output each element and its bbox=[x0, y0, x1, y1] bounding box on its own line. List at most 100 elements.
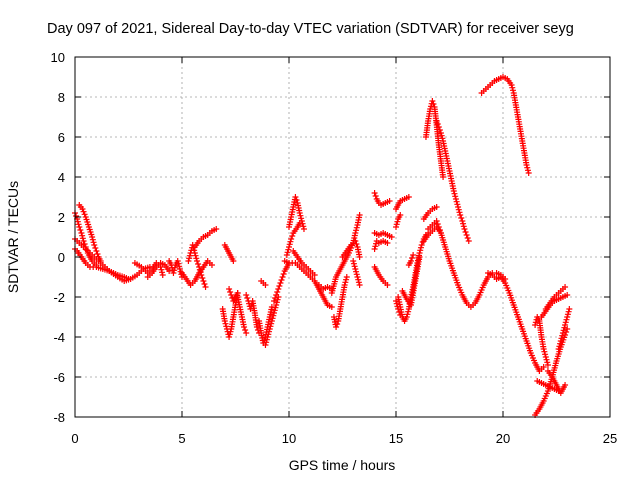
data-point bbox=[196, 264, 203, 270]
data-points bbox=[72, 74, 573, 418]
data-point-fill bbox=[436, 127, 443, 133]
data-point bbox=[277, 280, 284, 286]
y-tick-label: -8 bbox=[53, 410, 65, 425]
data-point-fill bbox=[451, 190, 458, 197]
data-point bbox=[386, 198, 393, 204]
data-point-fill bbox=[542, 351, 549, 358]
data-point bbox=[405, 194, 412, 200]
series-pass-24 bbox=[315, 282, 335, 292]
data-point-fill bbox=[263, 336, 270, 343]
x-axis-title: GPS time / hours bbox=[289, 457, 396, 473]
y-tick-label: 8 bbox=[58, 90, 65, 105]
data-point bbox=[562, 382, 569, 388]
data-point-fill bbox=[299, 220, 306, 227]
data-point bbox=[397, 312, 404, 318]
data-point bbox=[89, 234, 96, 240]
x-tick-label: 20 bbox=[496, 431, 510, 446]
y-tick-label: 0 bbox=[58, 250, 65, 265]
data-point bbox=[241, 324, 248, 330]
data-point-fill bbox=[242, 327, 249, 333]
data-point-fill bbox=[557, 340, 564, 347]
data-point bbox=[352, 238, 359, 244]
data-point bbox=[559, 330, 566, 336]
x-tick-label: 25 bbox=[603, 431, 617, 446]
data-point bbox=[333, 324, 340, 330]
data-point bbox=[354, 274, 361, 280]
data-point-fill bbox=[439, 135, 446, 142]
series-pass-14 bbox=[234, 294, 250, 336]
data-point-fill bbox=[74, 218, 81, 225]
y-axis-title: SDTVAR / TECUs bbox=[5, 181, 21, 293]
data-point-fill bbox=[524, 164, 531, 171]
data-point-fill bbox=[271, 307, 278, 314]
data-point-fill bbox=[298, 215, 305, 222]
data-point bbox=[268, 304, 275, 310]
data-point-fill bbox=[186, 252, 193, 259]
data-point-fill bbox=[286, 241, 293, 248]
x-tick-label: 5 bbox=[178, 431, 185, 446]
data-point bbox=[544, 362, 551, 368]
data-point bbox=[440, 174, 447, 180]
data-point bbox=[435, 124, 442, 130]
data-point bbox=[228, 292, 235, 298]
data-point bbox=[300, 226, 307, 232]
data-point-fill bbox=[226, 331, 233, 338]
x-tick-label: 15 bbox=[389, 431, 403, 446]
data-point bbox=[76, 224, 83, 230]
data-point-fill bbox=[276, 283, 283, 289]
data-point bbox=[79, 206, 86, 212]
series-pass-11 bbox=[221, 242, 237, 264]
data-point bbox=[356, 282, 363, 288]
data-point bbox=[208, 262, 215, 268]
data-point bbox=[166, 268, 173, 274]
data-point-fill bbox=[227, 328, 234, 335]
data-point-fill bbox=[272, 304, 279, 311]
data-point bbox=[221, 318, 228, 324]
data-point-fill bbox=[342, 279, 349, 286]
data-point-fill bbox=[90, 239, 97, 246]
data-point-fill bbox=[434, 221, 441, 227]
data-point-fill bbox=[559, 332, 566, 339]
data-point bbox=[557, 338, 564, 344]
data-point-fill bbox=[193, 255, 200, 262]
data-point-fill bbox=[265, 331, 272, 338]
plot-frame bbox=[74, 56, 611, 418]
data-point-fill bbox=[393, 300, 400, 307]
data-point-fill bbox=[223, 323, 230, 330]
data-point-fill bbox=[541, 348, 548, 355]
data-point-fill bbox=[280, 271, 287, 277]
data-point-fill bbox=[524, 167, 531, 174]
series-pass-37 bbox=[393, 298, 404, 318]
data-point bbox=[91, 242, 98, 248]
data-point bbox=[433, 218, 440, 224]
data-point bbox=[418, 242, 425, 248]
data-point-fill bbox=[289, 233, 296, 239]
data-point-fill bbox=[456, 209, 463, 216]
data-point bbox=[253, 324, 260, 330]
series-pass-03 bbox=[72, 246, 132, 282]
series-pass-02 bbox=[76, 202, 104, 264]
series-pass-36 bbox=[399, 254, 423, 308]
data-point-fill bbox=[532, 319, 539, 326]
data-point bbox=[283, 252, 290, 258]
series-pass-41 bbox=[420, 204, 440, 222]
y-tick-label: -4 bbox=[53, 330, 65, 345]
series-pass-25 bbox=[330, 274, 350, 330]
data-point bbox=[450, 188, 457, 194]
series-pass-39 bbox=[420, 224, 509, 310]
data-point bbox=[461, 226, 468, 232]
series-pass-29 bbox=[371, 190, 393, 208]
data-point bbox=[525, 170, 532, 176]
data-point bbox=[540, 346, 547, 352]
data-point-fill bbox=[278, 277, 285, 283]
data-point bbox=[433, 118, 440, 124]
axis-ticks: 0 5 10 15 20 25 -8 -6 -4 -2 0 2 4 6 8 10 bbox=[51, 50, 618, 446]
series-pass-33 bbox=[393, 194, 412, 212]
data-point-fill bbox=[544, 359, 551, 366]
data-point-fill bbox=[201, 281, 208, 287]
data-point bbox=[268, 318, 275, 324]
data-point bbox=[407, 258, 414, 264]
data-point-fill bbox=[353, 224, 360, 231]
data-point bbox=[542, 354, 549, 360]
